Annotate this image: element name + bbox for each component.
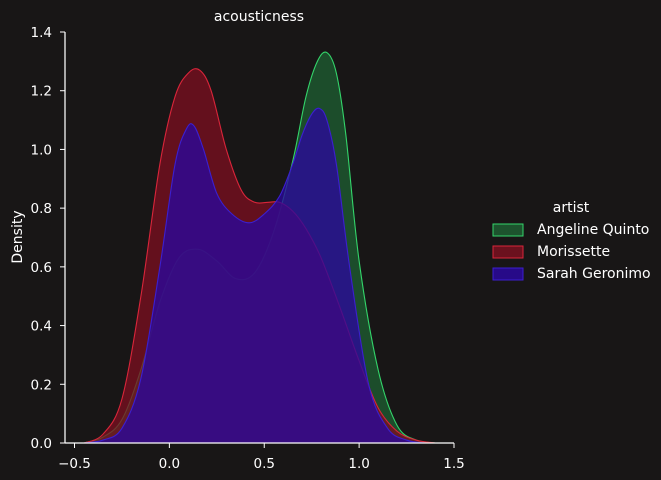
x-tick-label: 1.5 xyxy=(443,456,464,472)
density-line-sarah-geronimo xyxy=(83,107,445,444)
y-ticks: 0.0 0.2 0.4 0.6 0.8 1.0 1.2 1.4 xyxy=(31,25,65,452)
x-tick-label: 0.5 xyxy=(254,456,275,472)
legend-label: Angeline Quinto xyxy=(537,222,649,238)
y-tick-label: 1.4 xyxy=(31,25,52,41)
y-tick-label: 1.2 xyxy=(31,84,52,100)
chart-title: acousticness xyxy=(214,9,304,25)
legend-label: Morissette xyxy=(537,244,610,260)
x-ticks: −0.5 0.0 0.5 1.0 1.5 xyxy=(58,443,465,472)
plot-area xyxy=(83,51,445,444)
y-tick-label: 0.4 xyxy=(31,319,52,335)
legend-title: artist xyxy=(553,200,590,216)
y-tick-label: 0.0 xyxy=(31,436,52,452)
y-tick-label: 0.8 xyxy=(31,201,52,217)
y-tick-label: 1.0 xyxy=(31,142,52,158)
x-tick-label: 0.0 xyxy=(159,456,180,472)
legend-swatch-angeline-quinto xyxy=(492,223,524,237)
legend-items: Angeline Quinto Morissette Sarah Geronimo xyxy=(492,222,651,282)
legend[interactable]: artist Angeline Quinto Morissette Sarah Ge… xyxy=(492,200,651,282)
y-axis-label: Density xyxy=(10,210,26,263)
x-tick-label: 1.0 xyxy=(348,456,369,472)
legend-swatch-sarah-geronimo xyxy=(492,267,524,281)
legend-swatch-morissette xyxy=(492,245,524,259)
axes: 0.0 0.2 0.4 0.6 0.8 1.0 1.2 1.4 −0.5 0.0 0.5 1.0 1.… xyxy=(31,25,465,472)
x-tick-label: −0.5 xyxy=(58,456,91,472)
density-area-sarah-geronimo xyxy=(83,108,445,443)
y-tick-label: 0.2 xyxy=(31,377,52,393)
legend-label: Sarah Geronimo xyxy=(537,266,651,282)
y-tick-label: 0.6 xyxy=(31,260,52,276)
